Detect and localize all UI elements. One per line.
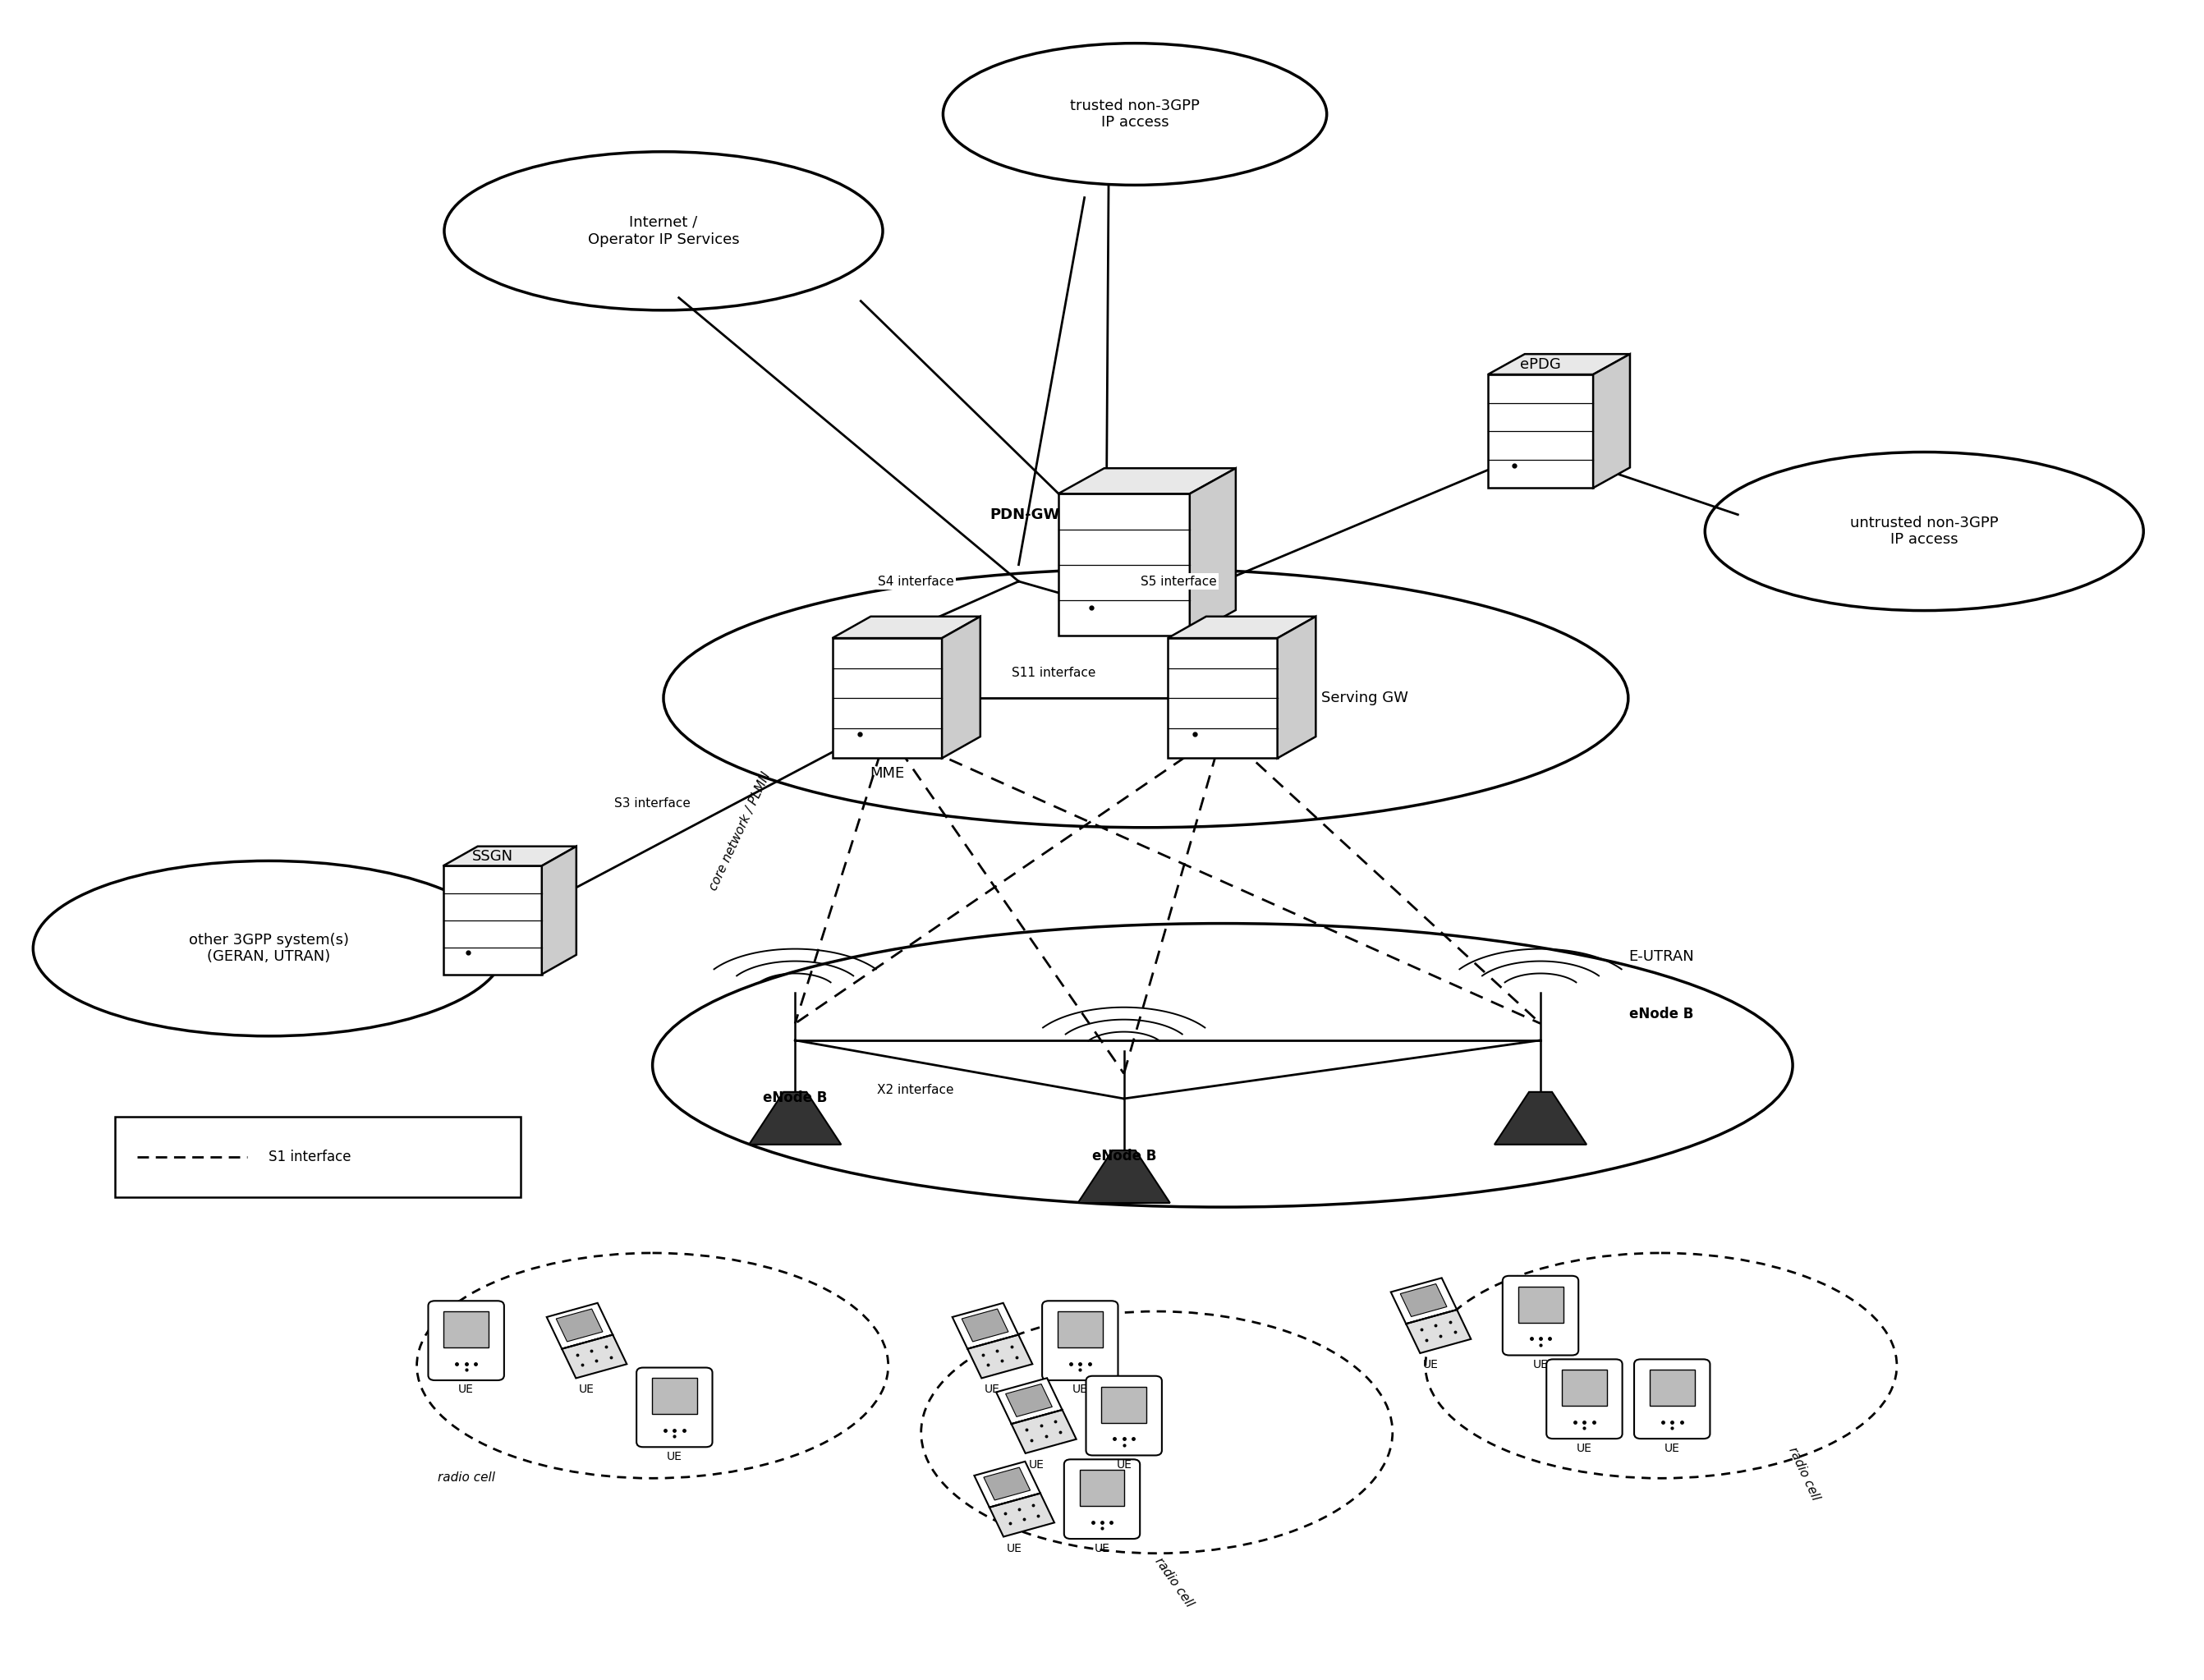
- Ellipse shape: [1706, 452, 2144, 610]
- Text: UE: UE: [1029, 1458, 1045, 1470]
- Text: S3 interface: S3 interface: [615, 796, 690, 810]
- Polygon shape: [996, 1378, 1062, 1425]
- Polygon shape: [1078, 1151, 1170, 1203]
- Polygon shape: [1391, 1278, 1457, 1324]
- Text: UE: UE: [1424, 1359, 1439, 1371]
- Polygon shape: [1400, 1284, 1446, 1317]
- Text: S11 interface: S11 interface: [1012, 667, 1095, 679]
- Polygon shape: [1168, 617, 1316, 638]
- Text: UE: UE: [1576, 1443, 1591, 1453]
- Polygon shape: [1593, 354, 1631, 487]
- FancyBboxPatch shape: [1649, 1369, 1695, 1406]
- Text: S1 interface: S1 interface: [269, 1149, 350, 1164]
- Text: other 3GPP system(s)
(GERAN, UTRAN): other 3GPP system(s) (GERAN, UTRAN): [190, 932, 348, 964]
- FancyBboxPatch shape: [1503, 1275, 1578, 1356]
- Polygon shape: [1488, 354, 1631, 375]
- Polygon shape: [941, 617, 981, 758]
- Ellipse shape: [445, 151, 884, 311]
- FancyBboxPatch shape: [1058, 1312, 1102, 1347]
- Polygon shape: [1058, 469, 1236, 494]
- Polygon shape: [990, 1494, 1054, 1537]
- Ellipse shape: [943, 44, 1327, 185]
- Polygon shape: [1012, 1410, 1076, 1453]
- Polygon shape: [443, 847, 575, 865]
- Text: PDN-GW: PDN-GW: [990, 507, 1060, 522]
- Text: E-UTRAN: E-UTRAN: [1629, 949, 1695, 964]
- Text: SSGN: SSGN: [472, 850, 514, 864]
- Ellipse shape: [417, 1253, 888, 1478]
- Polygon shape: [968, 1334, 1031, 1378]
- Polygon shape: [983, 1467, 1029, 1500]
- FancyBboxPatch shape: [637, 1368, 712, 1446]
- Polygon shape: [974, 1462, 1040, 1507]
- Text: UE: UE: [985, 1384, 1001, 1396]
- Ellipse shape: [652, 924, 1792, 1208]
- Text: Serving GW: Serving GW: [1322, 690, 1408, 706]
- Text: eNode B: eNode B: [1091, 1149, 1157, 1164]
- Polygon shape: [1406, 1310, 1470, 1352]
- Text: core network / PLMN: core network / PLMN: [707, 771, 774, 892]
- FancyBboxPatch shape: [1519, 1287, 1563, 1322]
- Polygon shape: [952, 1304, 1018, 1349]
- Text: S4 interface: S4 interface: [877, 575, 954, 588]
- FancyBboxPatch shape: [1042, 1300, 1117, 1381]
- Text: MME: MME: [871, 766, 904, 781]
- Text: eNode B: eNode B: [763, 1090, 826, 1105]
- Text: X2 interface: X2 interface: [877, 1084, 954, 1097]
- Text: UE: UE: [580, 1384, 595, 1396]
- FancyBboxPatch shape: [1087, 1376, 1162, 1455]
- Ellipse shape: [33, 860, 505, 1037]
- FancyBboxPatch shape: [833, 638, 941, 758]
- Polygon shape: [1494, 1092, 1587, 1144]
- Polygon shape: [542, 847, 575, 974]
- Text: UE: UE: [1093, 1542, 1111, 1554]
- Text: UE: UE: [1007, 1542, 1023, 1554]
- Polygon shape: [1190, 469, 1236, 635]
- FancyBboxPatch shape: [652, 1378, 696, 1415]
- FancyBboxPatch shape: [428, 1300, 505, 1381]
- Text: UE: UE: [1664, 1443, 1679, 1453]
- Text: eNode B: eNode B: [1629, 1006, 1693, 1021]
- Text: radio cell: radio cell: [436, 1472, 496, 1483]
- FancyBboxPatch shape: [1488, 375, 1593, 487]
- Polygon shape: [749, 1092, 842, 1144]
- Text: trusted non-3GPP
IP access: trusted non-3GPP IP access: [1071, 97, 1199, 129]
- Text: UE: UE: [666, 1452, 683, 1462]
- Ellipse shape: [1426, 1253, 1898, 1478]
- Text: ePDG: ePDG: [1521, 358, 1560, 371]
- FancyBboxPatch shape: [1058, 494, 1190, 635]
- Text: UE: UE: [1115, 1458, 1131, 1470]
- Polygon shape: [1278, 617, 1316, 758]
- FancyBboxPatch shape: [443, 865, 542, 974]
- FancyBboxPatch shape: [1102, 1386, 1146, 1423]
- Text: S5 interface: S5 interface: [1142, 575, 1217, 588]
- Text: UE: UE: [1073, 1384, 1089, 1396]
- Text: radio cell: radio cell: [1785, 1445, 1821, 1502]
- FancyBboxPatch shape: [1065, 1460, 1139, 1539]
- FancyBboxPatch shape: [1547, 1359, 1622, 1438]
- FancyBboxPatch shape: [1563, 1369, 1607, 1406]
- FancyBboxPatch shape: [1633, 1359, 1710, 1438]
- FancyBboxPatch shape: [1168, 638, 1278, 758]
- FancyBboxPatch shape: [443, 1312, 489, 1347]
- Text: Internet /
Operator IP Services: Internet / Operator IP Services: [588, 215, 738, 247]
- Polygon shape: [547, 1304, 613, 1349]
- Text: UE: UE: [458, 1384, 474, 1396]
- Text: untrusted non-3GPP
IP access: untrusted non-3GPP IP access: [1849, 516, 1999, 548]
- Polygon shape: [555, 1309, 602, 1342]
- Polygon shape: [833, 617, 981, 638]
- Ellipse shape: [663, 570, 1629, 828]
- Text: radio cell: radio cell: [1153, 1556, 1197, 1609]
- Ellipse shape: [921, 1312, 1393, 1554]
- Polygon shape: [961, 1309, 1009, 1342]
- Text: UE: UE: [1532, 1359, 1547, 1371]
- Polygon shape: [1005, 1384, 1051, 1416]
- FancyBboxPatch shape: [1080, 1470, 1124, 1505]
- FancyBboxPatch shape: [115, 1117, 520, 1198]
- Polygon shape: [562, 1334, 626, 1378]
